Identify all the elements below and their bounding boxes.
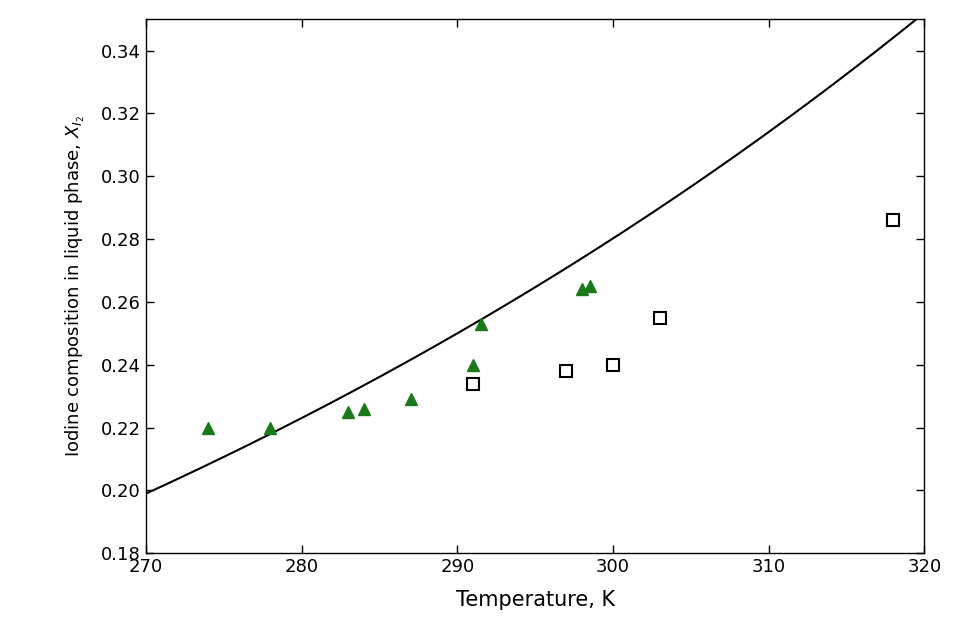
Y-axis label: Iodine composition in liquid phase, $X_{I_2}$: Iodine composition in liquid phase, $X_{…	[64, 115, 88, 457]
X-axis label: Temperature, K: Temperature, K	[455, 590, 615, 610]
